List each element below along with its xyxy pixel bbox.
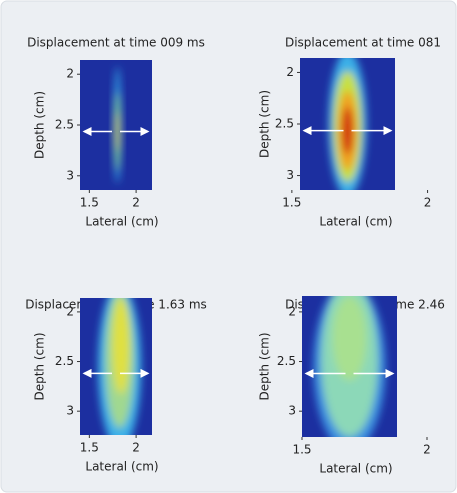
y-tick-label: 2 <box>66 67 74 81</box>
x-tick-label: 2 <box>423 443 431 457</box>
y-tick-label: 3 <box>288 404 296 418</box>
displacement-region <box>332 296 367 381</box>
panel-title: Displacement at time 009 ms <box>27 36 205 50</box>
heatmap-field <box>98 298 142 435</box>
x-tick-label: 2 <box>424 196 432 210</box>
y-tick-label: 2.5 <box>55 354 74 368</box>
y-tick-label: 2 <box>66 304 74 318</box>
displacement-region <box>115 112 120 151</box>
displacement-region <box>112 298 130 394</box>
y-tick-label: 2.5 <box>275 117 294 131</box>
y-axis-label: Depth (cm) <box>258 332 272 400</box>
y-tick-label: 3 <box>66 168 74 182</box>
y-axis-label: Depth (cm) <box>33 332 47 400</box>
y-tick-label: 2.5 <box>277 354 296 368</box>
x-axis-label: Lateral (cm) <box>319 462 392 476</box>
x-axis-label: Lateral (cm) <box>319 215 392 229</box>
x-tick-label: 1.5 <box>80 196 99 210</box>
y-tick-label: 2 <box>286 65 294 79</box>
displacement-region <box>341 106 354 155</box>
heatmap <box>302 296 397 437</box>
x-tick-label: 2 <box>132 441 140 455</box>
heatmap-field <box>328 58 367 190</box>
x-tick-label: 1.5 <box>292 443 311 457</box>
y-axis-label: Depth (cm) <box>258 90 272 158</box>
y-tick-label: 2 <box>288 304 296 318</box>
heatmap <box>80 60 152 190</box>
x-axis-label: Lateral (cm) <box>85 460 158 474</box>
y-tick-label: 2.5 <box>55 118 74 132</box>
x-axis-label: Lateral (cm) <box>85 215 158 229</box>
heatmap <box>300 58 395 190</box>
y-axis-label: Depth (cm) <box>33 91 47 159</box>
y-tick-label: 3 <box>286 168 294 182</box>
panel-title: Displacement at time 081 <box>285 36 441 50</box>
heatmap-field <box>313 296 386 437</box>
heatmap-field <box>113 66 122 184</box>
x-tick-label: 1.5 <box>282 196 301 210</box>
x-tick-label: 1.5 <box>80 441 99 455</box>
y-tick-label: 3 <box>66 404 74 418</box>
x-tick-label: 2 <box>132 196 140 210</box>
heatmap <box>80 298 152 435</box>
